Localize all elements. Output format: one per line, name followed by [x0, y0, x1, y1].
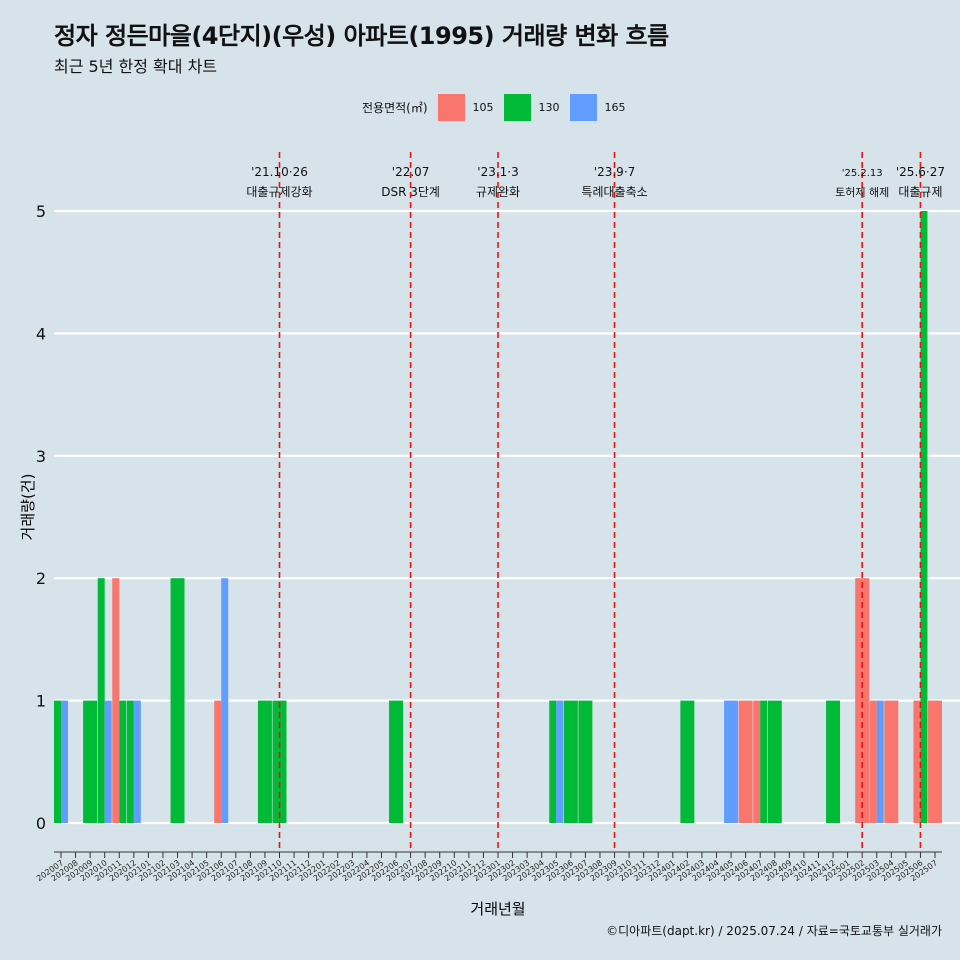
bar-202406-105: [738, 700, 753, 823]
event-name-label: 대출규제강화: [246, 185, 312, 199]
bar-202407-130: [760, 700, 768, 823]
bars: [54, 211, 942, 823]
y-tick-label: 2: [36, 569, 46, 588]
event-name-label: 특례대출축소: [581, 185, 647, 199]
bar-202106-105: [214, 700, 222, 823]
event-name-label: 대출규제: [898, 185, 942, 199]
legend-key-165: [569, 93, 597, 121]
y-tick-label: 5: [36, 202, 46, 221]
bar-202307-130: [578, 700, 593, 823]
bar-202011-105: [112, 578, 120, 823]
event-name-label: 규제완화: [476, 185, 520, 199]
legend-label-105: 105: [472, 100, 494, 114]
source-caption: ©디아파트(dapt.kr) / 2025.07.24 / 자료=국토교통부 실…: [606, 924, 942, 938]
bar-202503-165: [876, 700, 884, 823]
bar-202110-130: [272, 700, 287, 823]
bar-202010-130: [97, 578, 105, 823]
bar-202506-130: [920, 211, 928, 823]
bar-202402-130: [680, 700, 695, 823]
bar-202007-165: [60, 700, 68, 823]
y-tick-label: 4: [36, 324, 46, 343]
bar-202408-130: [767, 700, 782, 823]
legend-key-130: [503, 93, 531, 121]
bar-202405-165: [724, 700, 739, 823]
event-date-label: '23.1·3: [477, 165, 518, 179]
event-date-label: '25.6·27: [896, 165, 945, 179]
bar-202305-130: [549, 700, 557, 823]
event-date-label: '22.07: [392, 165, 430, 179]
legend-key-105: [437, 93, 465, 121]
legend-item-105: 105: [437, 93, 494, 121]
event-date-label: '25.2.13: [842, 168, 883, 179]
legend: 전용면적(㎡) 105 130 165: [362, 93, 636, 121]
bar-202103-130: [170, 578, 185, 823]
bar-202012-130: [126, 700, 134, 823]
event-date-label: '21.10·26: [251, 165, 308, 179]
y-tick-label: 0: [36, 814, 46, 833]
event-markers: '21.10·26 대출규제강화 '22.07 DSR 3단계 '23.1·3 규제완화 '…: [246, 152, 945, 852]
chart-title: 정자 정든마을(4단지)(우성) 아파트(1995) 거래량 변화 흐름: [54, 22, 669, 50]
bar-202503-105: [869, 700, 877, 823]
bar-202007-130: [54, 700, 61, 823]
x-axis-title: 거래년월: [470, 900, 525, 918]
y-axis: 0 1 2 3 4 5: [36, 202, 46, 833]
y-tick-label: 1: [36, 692, 46, 711]
x-axis: 2020072020082020092020102020112020122021…: [35, 851, 942, 883]
bar-202206-130: [389, 700, 404, 823]
event-name-label: 토허제 해제: [835, 185, 889, 199]
event-name-label: DSR 3단계: [381, 185, 440, 199]
bar-202306-130: [563, 700, 578, 823]
legend-label-165: 165: [604, 100, 626, 114]
bar-202407-105: [753, 700, 761, 823]
grid-lines: [54, 209, 960, 825]
bar-202412-130: [826, 700, 841, 823]
legend-label-130: 130: [538, 100, 560, 114]
bar-202010-165: [104, 700, 112, 823]
bar-202012-165: [133, 700, 141, 823]
bar-202109-130: [257, 700, 272, 823]
legend-item-130: 130: [503, 93, 560, 121]
legend-title: 전용면적(㎡): [362, 100, 428, 115]
bar-202502-105: [855, 578, 870, 823]
y-axis-title: 거래량(건): [19, 474, 37, 541]
bar-202504-105: [884, 700, 899, 823]
bar-202305-165: [556, 700, 564, 823]
bar-202507-105: [928, 700, 942, 823]
bar-202106-165: [221, 578, 229, 823]
bar-202011-130: [119, 700, 127, 823]
y-tick-label: 3: [36, 447, 46, 466]
bar-202506-105: [913, 700, 921, 823]
legend-item-165: 165: [569, 93, 626, 121]
chart-subtitle: 최근 5년 한정 확대 차트: [54, 57, 218, 76]
bar-202009-130: [83, 700, 98, 823]
event-date-label: '23.9·7: [594, 165, 635, 179]
